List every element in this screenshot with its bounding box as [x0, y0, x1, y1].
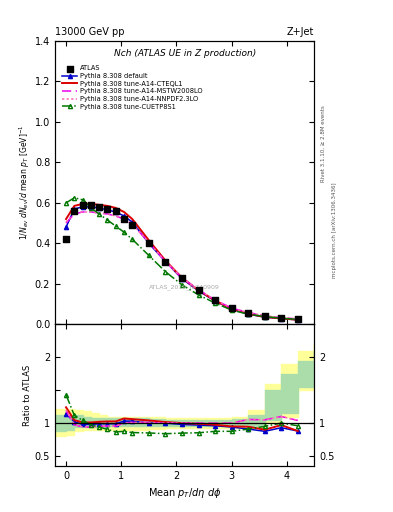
Point [63, 235, 69, 243]
Text: Nch (ATLAS UE in Z production): Nch (ATLAS UE in Z production) [114, 50, 256, 58]
Point [295, 315, 301, 323]
Point [112, 207, 119, 215]
Point [162, 258, 169, 266]
Text: mcplots.cern.ch [arXiv:1306.3436]: mcplots.cern.ch [arXiv:1306.3436] [332, 183, 337, 278]
Point [262, 312, 268, 321]
Y-axis label: Ratio to ATLAS: Ratio to ATLAS [23, 365, 32, 425]
Point [129, 221, 136, 229]
Text: ATLAS_2019_I1740909: ATLAS_2019_I1740909 [149, 285, 220, 290]
Text: Rivet 3.1.10, ≥ 2.8M events: Rivet 3.1.10, ≥ 2.8M events [320, 105, 325, 182]
Point [104, 205, 110, 213]
Point [79, 201, 86, 209]
Text: Z+Jet: Z+Jet [287, 27, 314, 37]
X-axis label: Mean $p_T/d\eta\ d\phi$: Mean $p_T/d\eta\ d\phi$ [148, 486, 221, 500]
Point [146, 239, 152, 247]
Point [179, 273, 185, 282]
Point [88, 201, 94, 209]
Point [71, 207, 77, 215]
Text: 13000 GeV pp: 13000 GeV pp [55, 27, 125, 37]
Point [278, 314, 285, 322]
Point [228, 304, 235, 312]
Y-axis label: $1/N_{ev}\ dN_{ev}/d\ \mathrm{mean}\ p_T\ [\mathrm{GeV}]^{-1}$: $1/N_{ev}\ dN_{ev}/d\ \mathrm{mean}\ p_T… [18, 125, 32, 240]
Point [212, 296, 218, 304]
Point [245, 309, 251, 317]
Point [121, 215, 127, 223]
Legend: ATLAS, Pythia 8.308 default, Pythia 8.308 tune-A14-CTEQL1, Pythia 8.308 tune-A14: ATLAS, Pythia 8.308 default, Pythia 8.30… [61, 64, 204, 111]
Point [195, 286, 202, 294]
Point [96, 203, 102, 211]
